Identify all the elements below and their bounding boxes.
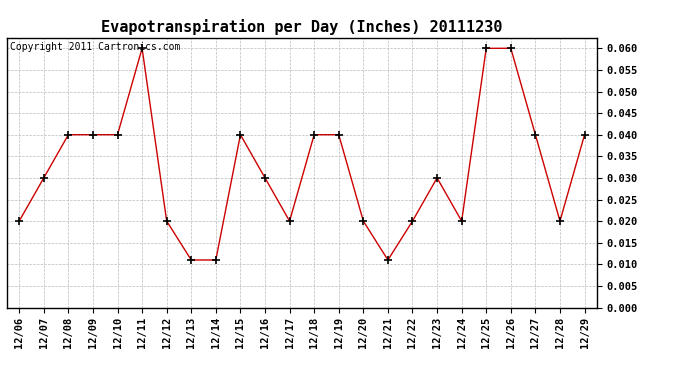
Title: Evapotranspiration per Day (Inches) 20111230: Evapotranspiration per Day (Inches) 2011… xyxy=(101,19,502,35)
Text: Copyright 2011 Cartronics.com: Copyright 2011 Cartronics.com xyxy=(10,42,180,51)
